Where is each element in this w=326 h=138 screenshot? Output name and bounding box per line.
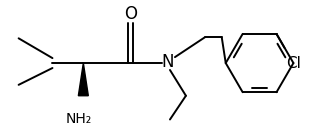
Text: Cl: Cl xyxy=(287,56,301,71)
Polygon shape xyxy=(78,63,88,96)
Text: N: N xyxy=(162,53,174,71)
Text: O: O xyxy=(124,5,137,23)
Text: NH₂: NH₂ xyxy=(65,112,92,126)
